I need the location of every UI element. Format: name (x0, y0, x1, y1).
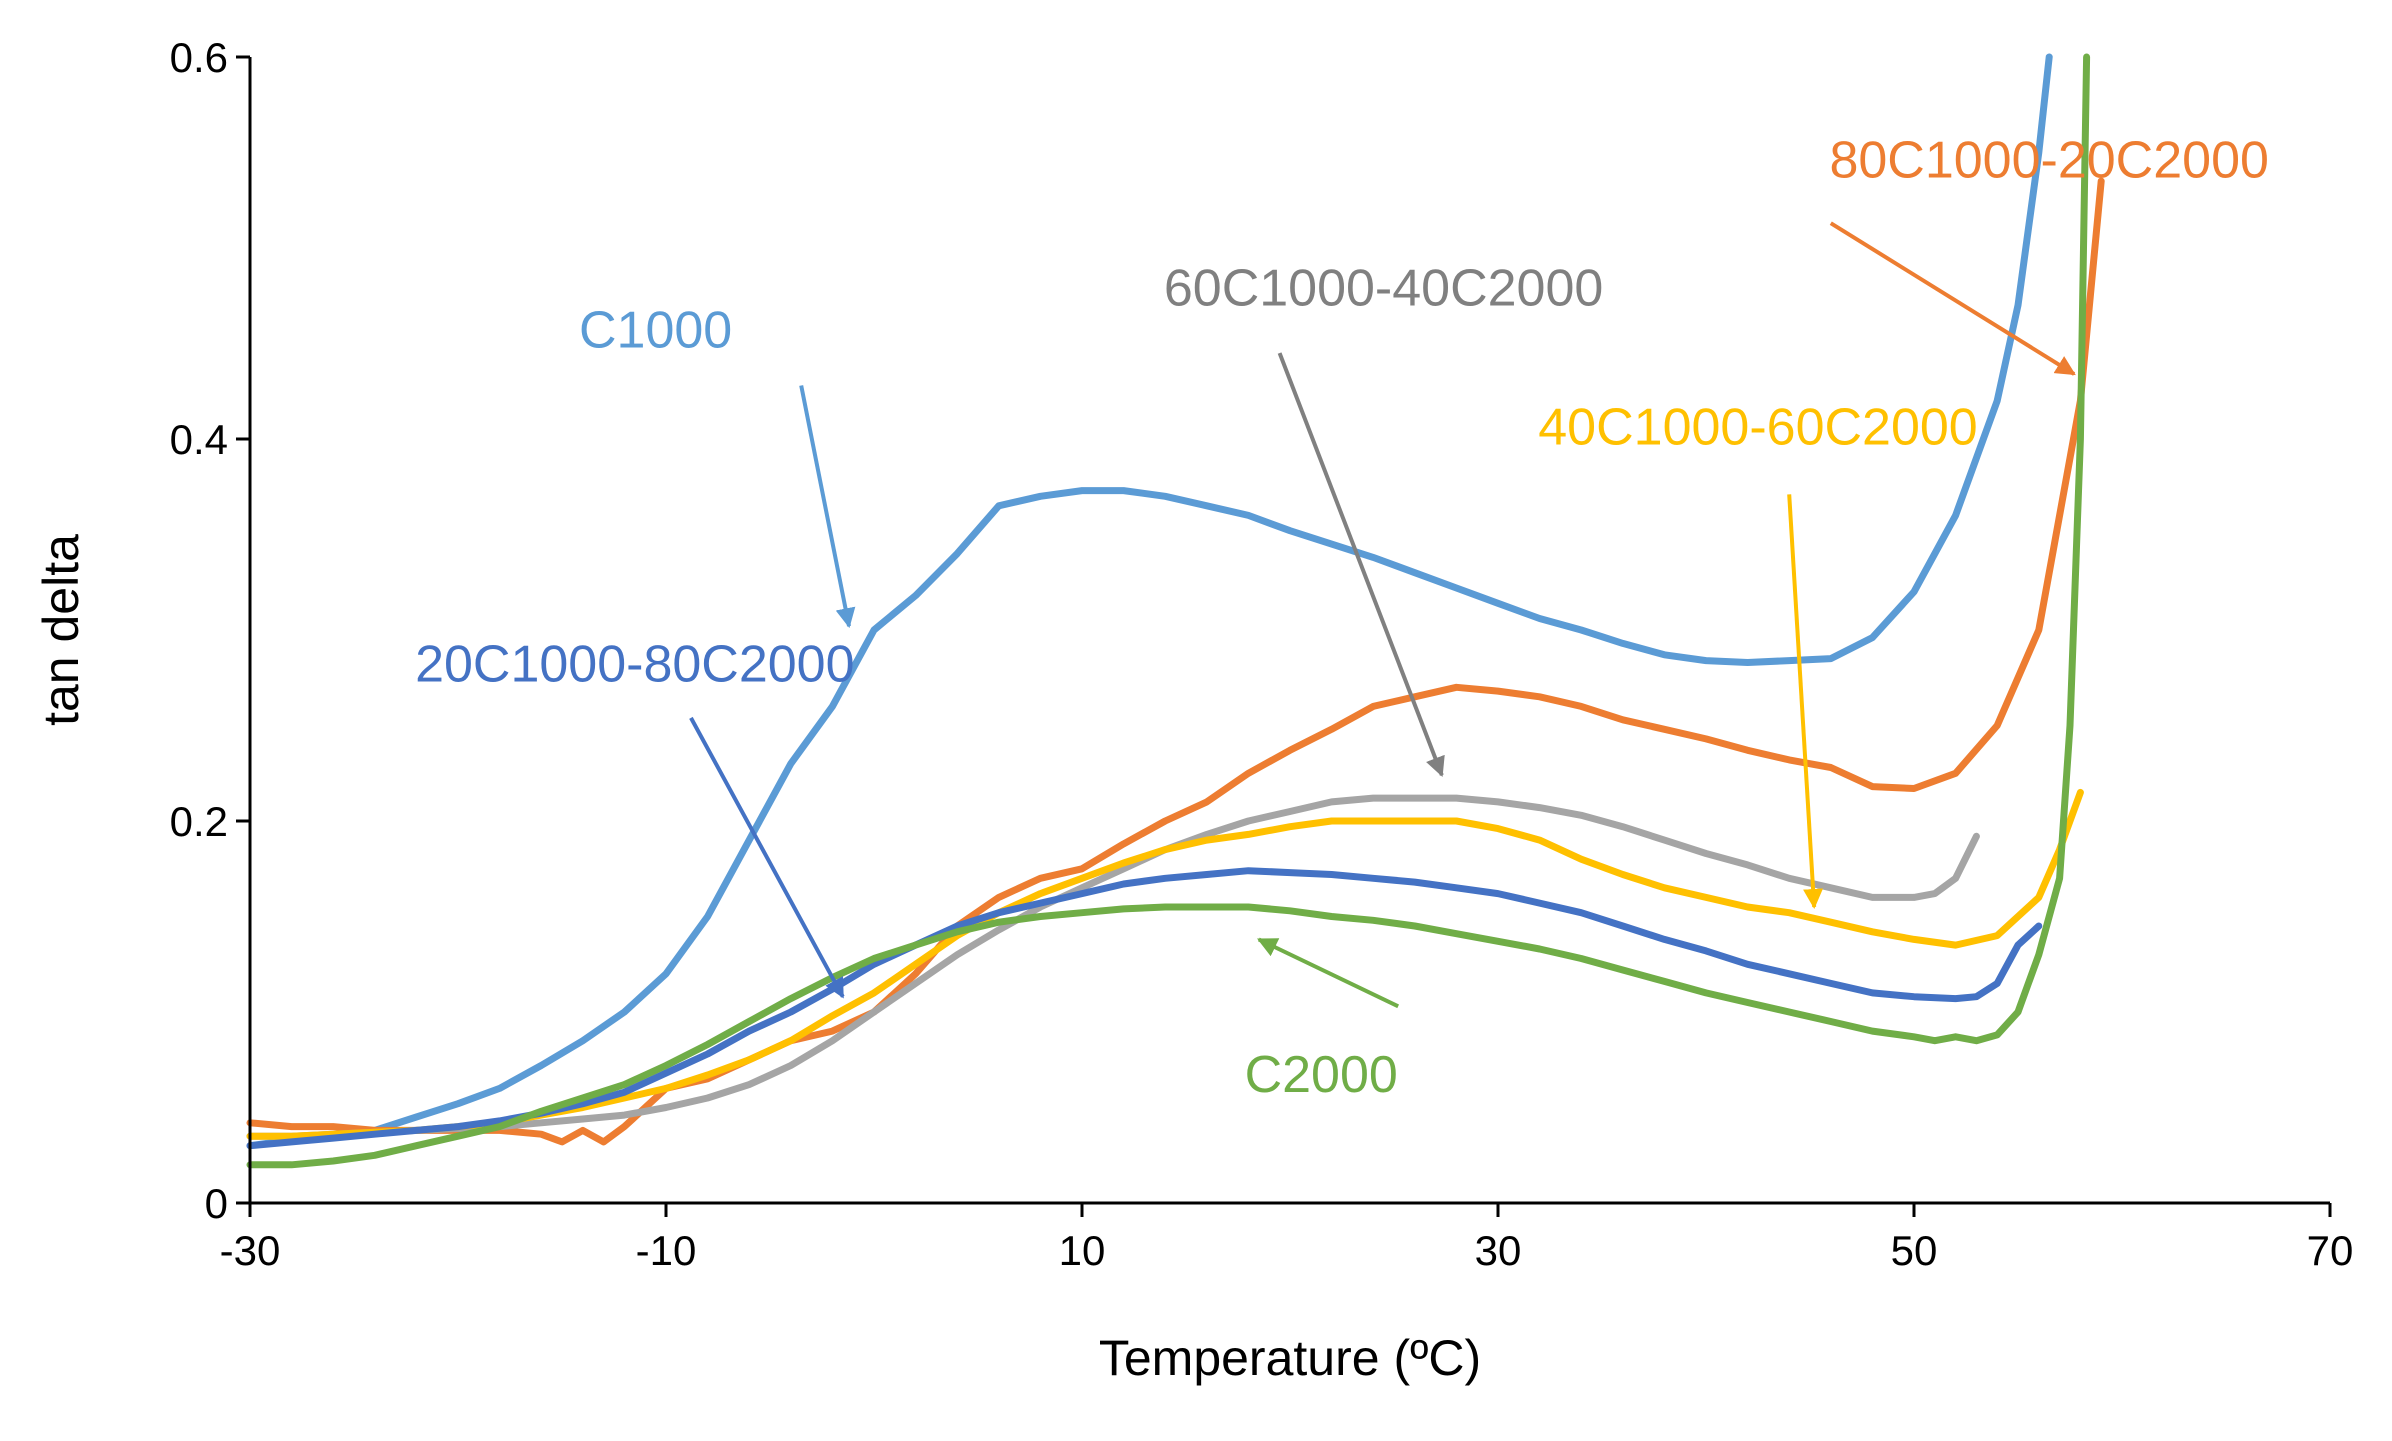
y-axis-title: tan delta (33, 534, 89, 726)
x-tick-label: 70 (2307, 1227, 2354, 1274)
series-line-40c1000-60c2000 (246, 788, 2084, 1140)
y-tick-label: 0.6 (170, 34, 228, 81)
annotation-label: 20C1000-80C2000 (415, 636, 854, 694)
axes (248, 57, 2330, 1205)
series-line-c1000 (246, 53, 2053, 1150)
annotation-label: C1000 (579, 301, 732, 359)
x-axis-title: Temperature (ºC) (1099, 1330, 1481, 1386)
series-line-20c1000-80c2000 (246, 867, 2043, 1150)
annotation-label: 40C1000-60C2000 (1538, 399, 1977, 457)
annotation-arrow (799, 385, 856, 629)
y-tick-label: 0 (205, 1180, 228, 1227)
annotation-arrow (1829, 221, 2076, 376)
y-tick-label: 0.4 (170, 416, 228, 463)
annotation-label: C2000 (1245, 1046, 1398, 1104)
annotation-arrow (1277, 352, 1445, 778)
annotation-layer: C1000 80C1000-20C2000 60C1000-40C2000 40C10… (415, 131, 2269, 1104)
annotation-label: 80C1000-20C2000 (1829, 131, 2268, 189)
y-tick-label: 0.2 (170, 798, 228, 845)
annotation-arrow (1787, 494, 1824, 909)
series-line-c2000 (246, 53, 2091, 1169)
ticks: 0 0.2 0.4 0.6 -30 -10 10 30 50 70 (170, 34, 2354, 1274)
series-layer (246, 53, 2105, 1169)
annotation-arrow (1256, 937, 1400, 1009)
x-tick-label: -10 (636, 1227, 697, 1274)
series-line-80c1000-20c2000 (246, 177, 2105, 1146)
x-tick-label: 50 (1891, 1227, 1938, 1274)
x-tick-label: -30 (220, 1227, 281, 1274)
annotation-arrow (689, 716, 845, 999)
x-tick-label: 10 (1059, 1227, 1106, 1274)
annotation-label: 60C1000-40C2000 (1164, 259, 1603, 317)
x-tick-label: 30 (1475, 1227, 1522, 1274)
